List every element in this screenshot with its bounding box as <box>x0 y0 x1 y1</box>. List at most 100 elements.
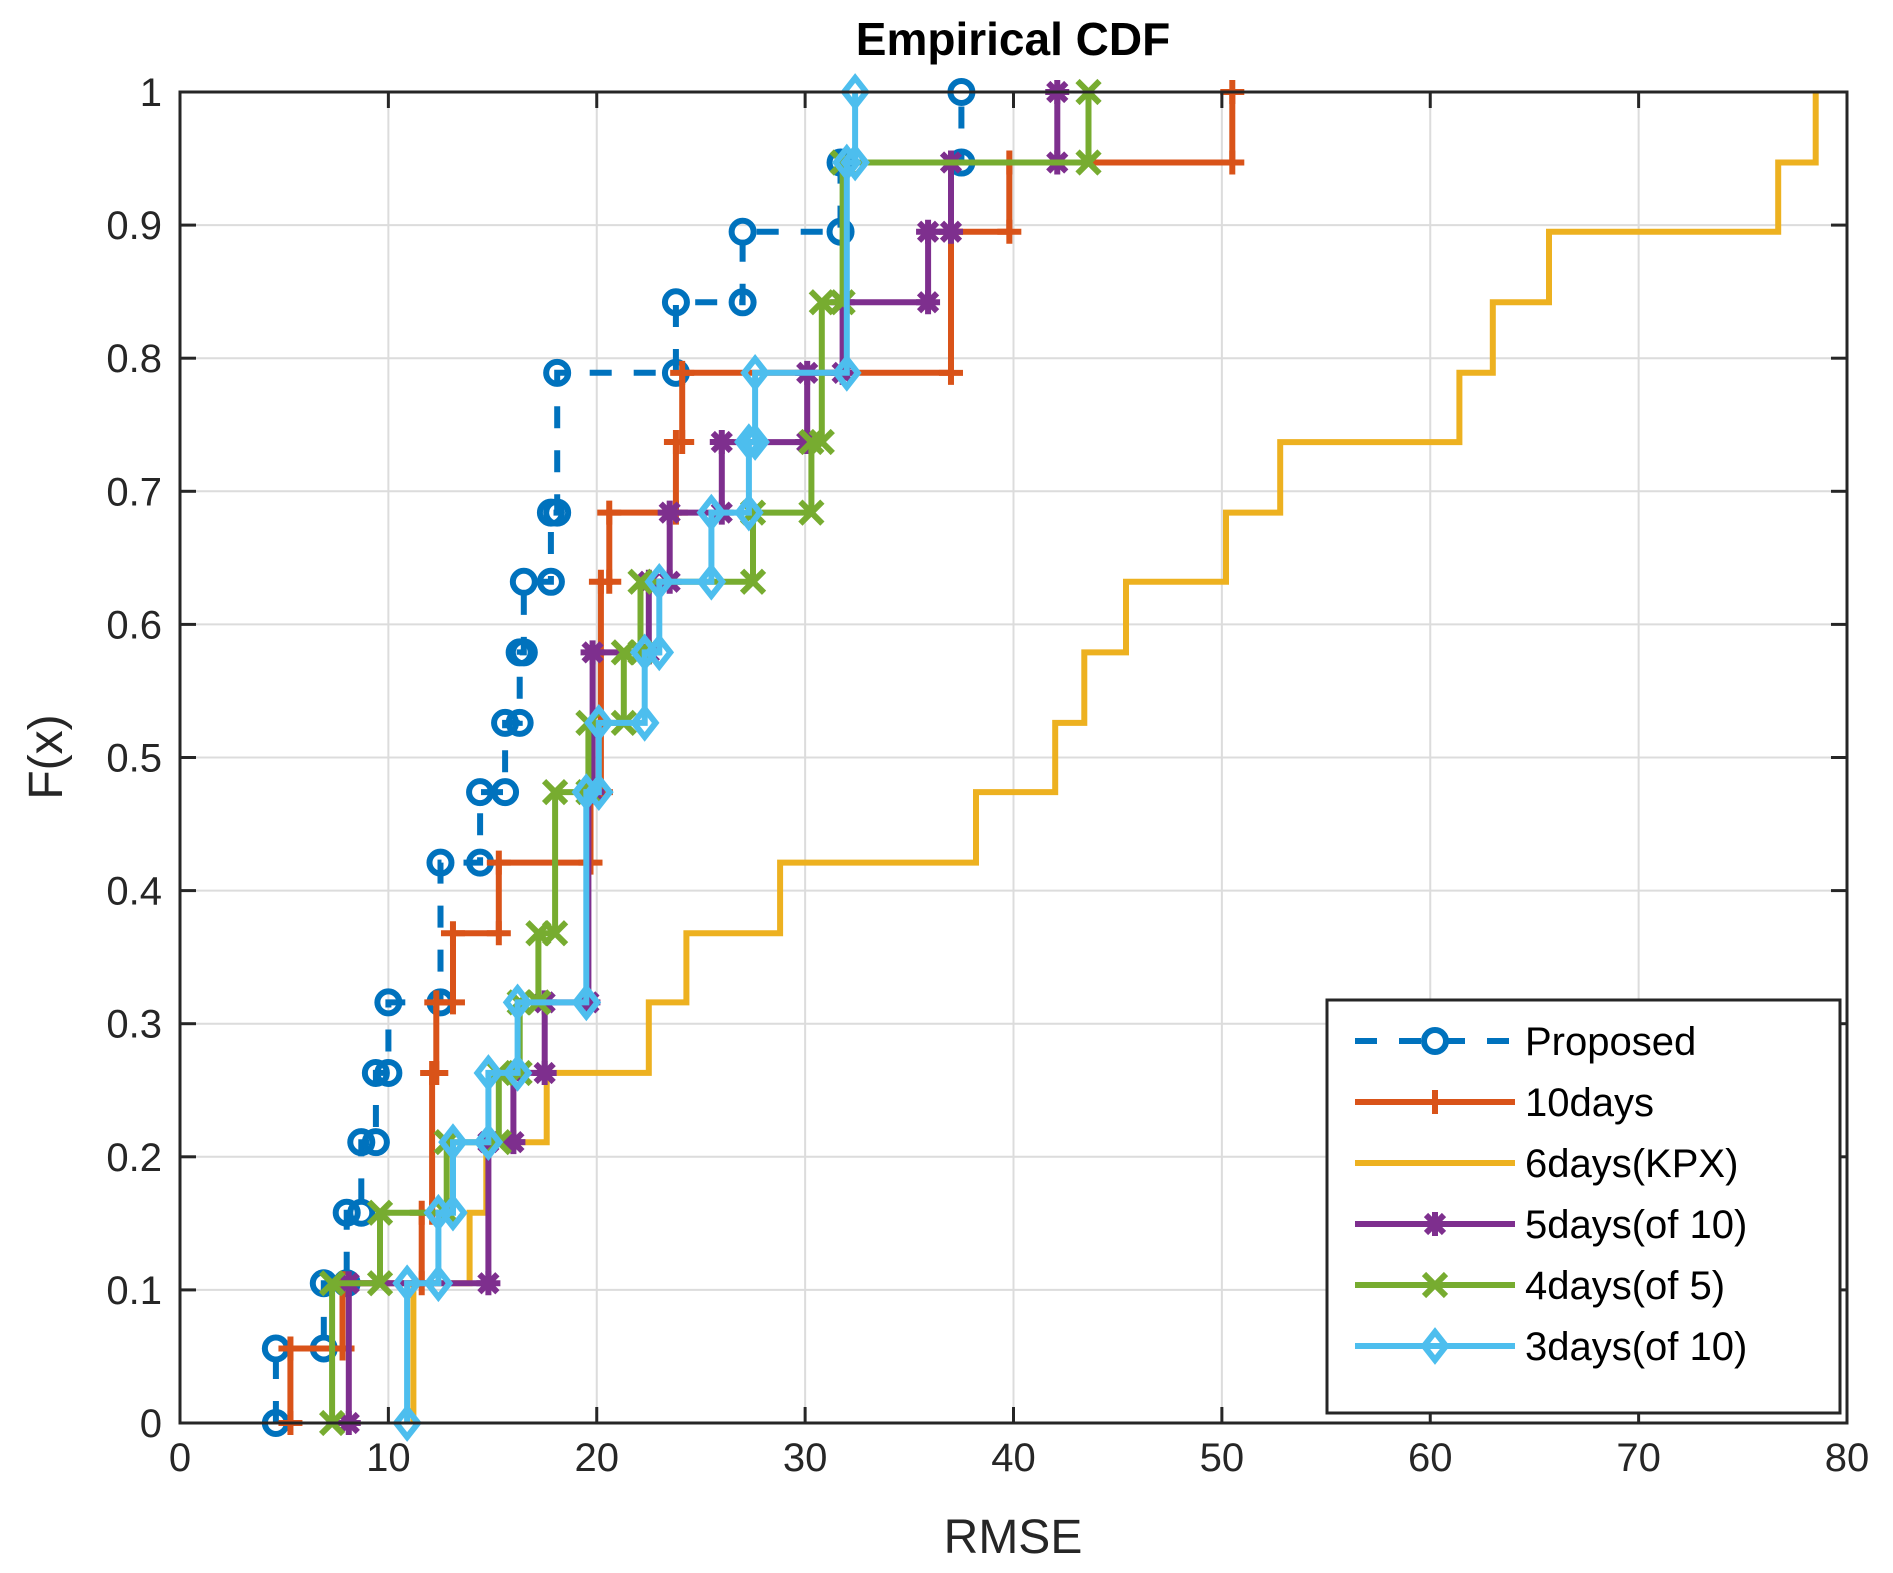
legend-label: 5days(of 10) <box>1525 1203 1747 1247</box>
series-marker <box>541 778 569 806</box>
legend-marker <box>1421 1271 1449 1299</box>
y-tick-label: 0.9 <box>106 204 162 248</box>
series-marker <box>734 423 764 461</box>
series-marker <box>332 1198 361 1227</box>
series-line <box>404 92 859 1423</box>
series-layer <box>261 73 1819 1442</box>
series-marker <box>466 778 495 807</box>
series-marker <box>502 1054 533 1092</box>
series-marker <box>661 288 690 317</box>
chart-title: Empirical CDF <box>856 13 1170 65</box>
series-marker <box>532 1060 557 1085</box>
series-marker <box>627 568 654 595</box>
series-marker <box>347 1128 376 1157</box>
series-marker <box>440 990 465 1015</box>
series-marker <box>831 353 862 392</box>
series-marker <box>347 1198 376 1227</box>
series-marker <box>473 1054 504 1092</box>
y-tick-label: 0 <box>140 1402 162 1446</box>
series-marker <box>840 143 870 182</box>
x-tick-label: 60 <box>1408 1436 1453 1480</box>
series-marker <box>740 423 770 461</box>
series-marker <box>916 219 941 244</box>
x-tick-label: 50 <box>1200 1436 1245 1480</box>
series-2 <box>410 92 1819 1423</box>
x-tick-label: 10 <box>366 1436 411 1480</box>
series-marker <box>423 1264 454 1303</box>
legend-label: 3days(of 10) <box>1525 1325 1747 1369</box>
series-5 <box>392 73 870 1442</box>
series-marker <box>916 290 941 315</box>
series-marker <box>798 428 825 456</box>
y-tick-label: 0.8 <box>106 337 162 381</box>
y-axis-label: F(x) <box>20 714 73 799</box>
series-marker <box>938 360 963 385</box>
series-marker <box>486 921 511 946</box>
series-marker <box>1220 150 1245 175</box>
x-tick-label: 80 <box>1825 1436 1870 1480</box>
series-marker <box>997 219 1022 244</box>
legend-label: 6days(KPX) <box>1525 1142 1738 1186</box>
y-tick-label: 0.4 <box>106 870 162 914</box>
series-marker <box>696 493 727 532</box>
series-marker <box>536 567 565 596</box>
series-marker <box>840 73 870 111</box>
series-marker <box>473 1123 504 1162</box>
series-marker <box>361 1058 390 1087</box>
series-marker <box>440 921 465 946</box>
y-tick-label: 0.1 <box>106 1269 162 1313</box>
series-marker <box>438 1123 468 1162</box>
legend-item: 4days(of 5) <box>1355 1264 1725 1308</box>
y-tick-label: 0.2 <box>106 1136 162 1180</box>
series-marker <box>597 500 622 525</box>
series-marker <box>740 353 770 392</box>
series-marker <box>696 562 727 601</box>
y-tick-label: 0.6 <box>106 603 162 647</box>
series-marker <box>584 704 614 742</box>
series-marker <box>580 640 605 665</box>
series-marker <box>808 289 835 316</box>
series-marker <box>597 569 622 594</box>
series-marker <box>366 1270 394 1297</box>
legend-item: 3days(of 10) <box>1355 1325 1747 1369</box>
x-tick-label: 0 <box>169 1436 191 1480</box>
legend-marker <box>1423 1090 1447 1114</box>
series-marker <box>734 493 764 532</box>
series-marker <box>629 704 660 742</box>
legend-marker <box>1423 1212 1447 1236</box>
series-marker <box>509 567 538 596</box>
x-tick-label: 70 <box>1616 1436 1661 1480</box>
series-0 <box>261 78 976 1437</box>
series-marker <box>426 848 455 877</box>
series-marker <box>657 500 682 525</box>
series-marker <box>543 358 572 387</box>
series-marker <box>501 1130 526 1155</box>
legend-marker <box>1420 1327 1450 1365</box>
legend-item: 6days(KPX) <box>1355 1142 1738 1186</box>
series-marker <box>938 219 963 244</box>
x-tick-label: 40 <box>991 1436 1036 1480</box>
series-marker <box>491 708 520 737</box>
series-marker <box>543 498 572 527</box>
series-marker <box>486 850 511 875</box>
series-marker <box>392 1404 422 1442</box>
series-marker <box>361 1128 390 1157</box>
series-marker <box>831 143 862 182</box>
series-marker <box>392 1264 422 1303</box>
series-marker <box>278 1336 303 1361</box>
y-tick-label: 0.5 <box>106 737 162 781</box>
series-marker <box>502 983 533 1022</box>
series-marker <box>739 568 767 595</box>
legend-marker <box>1421 1027 1449 1055</box>
series-marker <box>476 1271 501 1296</box>
series-marker <box>728 217 757 246</box>
legend: Proposed 10days 6days(KPX) 5days(of 10) 4day… <box>1325 998 1842 1415</box>
x-tick-label: 20 <box>575 1436 620 1480</box>
legend-item: 10days <box>1355 1081 1654 1125</box>
series-marker <box>808 428 835 456</box>
series-marker <box>318 1270 346 1297</box>
y-tick-label: 1 <box>140 71 162 115</box>
legend-label: 4days(of 5) <box>1525 1264 1725 1308</box>
series-marker <box>366 1199 394 1226</box>
